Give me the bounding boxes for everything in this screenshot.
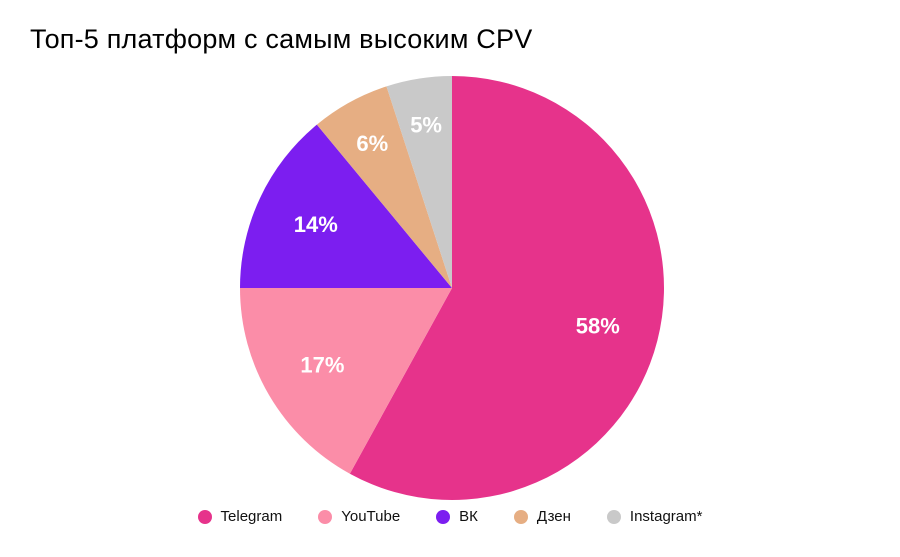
legend-dot-дзен [513,509,528,524]
pie-slice-дзен [316,86,452,288]
legend-item-telegram: Telegram [197,508,283,525]
pie-slice-вк [240,124,452,289]
legend-label-дзен: Дзен [536,508,571,525]
legend-label-youtube: YouTube [341,508,401,525]
chart-legend: Telegram YouTube ВК Дзен Instagram* [0,508,900,525]
legend-item-youtube: YouTube [318,508,400,525]
legend-label-instagram: Instagram* [629,508,703,525]
legend-label-telegram: Telegram [220,508,283,525]
slice-value-label-telegram: 58% [576,313,620,338]
legend-dot-youtube [318,509,333,524]
slice-value-label-дзен: 6% [356,131,388,156]
pie-slice-telegram [349,76,664,500]
slice-value-label-вк: 14% [294,212,338,237]
slice-value-label-youtube: 17% [300,353,344,378]
legend-label-вк: ВК [459,508,478,525]
legend-item-instagram: Instagram* [606,508,703,525]
legend-dot-вк [436,509,451,524]
chart-title: Топ-5 платформ с самым высоким CPV [30,24,533,54]
pie-slice-instagram [386,76,452,288]
legend-item-дзен: Дзен [513,508,571,525]
legend-dot-instagram [606,509,621,524]
legend-item-вк: ВК [436,508,478,525]
pie-slice-youtube [240,288,452,474]
legend-dot-telegram [197,509,212,524]
slice-value-label-instagram: 5% [410,113,442,138]
